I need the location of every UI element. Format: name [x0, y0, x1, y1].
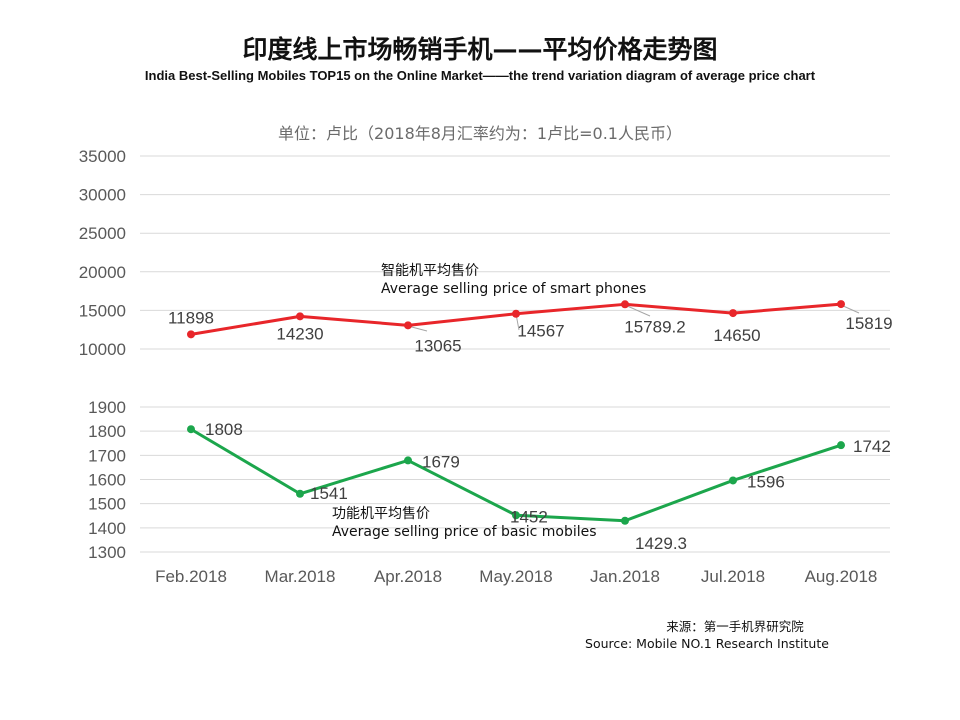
data-label: 1808 [205, 420, 243, 439]
x-category-label: Jul.2018 [701, 567, 765, 586]
data-point [837, 300, 845, 309]
data-point [837, 441, 845, 450]
chart-subtitle: India Best-Selling Mobiles TOP15 on the … [145, 68, 816, 83]
gridlines [140, 155, 890, 553]
data-point [621, 300, 629, 309]
y-tick-label: 1400 [88, 519, 126, 538]
data-label: 1596 [747, 472, 785, 491]
x-axis-categories: Feb.2018 Mar.2018 Apr.2018 May.2018 Jan.2018… [155, 567, 877, 586]
data-point [404, 321, 412, 330]
basic-series-name-en: Average selling price of basic mobiles [332, 524, 597, 540]
x-category-label: May.2018 [479, 567, 552, 586]
y-tick-label: 1900 [88, 398, 126, 417]
y-tick-label: 1700 [88, 446, 126, 465]
data-label: 15789.2 [624, 317, 685, 336]
data-label: 1452 [510, 507, 548, 526]
data-point [512, 511, 520, 520]
y-tick-label: 15000 [79, 301, 126, 320]
data-label: 14567 [517, 322, 564, 341]
data-point [296, 312, 304, 321]
data-point [729, 309, 737, 318]
y-tick-label: 1800 [88, 422, 126, 441]
x-category-label: Feb.2018 [155, 567, 227, 586]
data-point [404, 456, 412, 465]
data-label: 13065 [414, 336, 461, 355]
series-lines [187, 300, 845, 525]
y-tick-label: 1500 [88, 495, 126, 514]
label-leader [624, 304, 651, 317]
smart-series-name-cn: 智能机平均售价 [381, 263, 479, 279]
data-point [729, 476, 737, 485]
x-category-label: Jan.2018 [590, 567, 660, 586]
y-tick-label: 25000 [79, 224, 126, 243]
y-tick-label: 1600 [88, 471, 126, 490]
data-label: 14650 [713, 326, 760, 345]
y-tick-label: 30000 [79, 186, 126, 205]
chart-title: 印度线上市场畅销手机——平均价格走势图 [242, 35, 717, 64]
data-point [296, 489, 304, 498]
data-labels: 11898 14230 13065 14567 15789.2 14650 15819 180… [168, 308, 893, 552]
data-point [187, 330, 195, 339]
y-tick-label: 20000 [79, 263, 126, 282]
data-label: 11898 [168, 308, 214, 327]
data-point [512, 309, 520, 318]
y-axis-ticks: 10000 15000 20000 25000 30000 35000 1300 1400 15… [79, 147, 126, 562]
data-point [187, 425, 195, 434]
data-label: 1541 [310, 484, 348, 503]
source-en: Source: Mobile NO.1 Research Institute [585, 636, 829, 651]
smart-series-name-en: Average selling price of smart phones [381, 281, 646, 297]
basic-series-name-cn: 功能机平均售价 [332, 506, 430, 522]
source-cn: 来源：第一手机界研究院 [666, 619, 804, 634]
x-category-label: Apr.2018 [374, 567, 442, 586]
data-label: 14230 [276, 324, 323, 343]
data-label: 1742 [853, 437, 891, 456]
y-tick-label: 10000 [79, 340, 126, 359]
unit-note: 单位：卢比（2018年8月汇率约为：1卢比=0.1人民币） [278, 124, 682, 143]
data-label: 1429.3 [635, 534, 687, 553]
data-label: 1679 [422, 452, 460, 471]
data-point [621, 516, 629, 525]
y-tick-label: 35000 [79, 147, 126, 166]
x-category-label: Mar.2018 [265, 567, 336, 586]
x-category-label: Aug.2018 [805, 567, 878, 586]
y-tick-label: 1300 [88, 543, 126, 562]
data-label: 15819 [845, 314, 892, 333]
